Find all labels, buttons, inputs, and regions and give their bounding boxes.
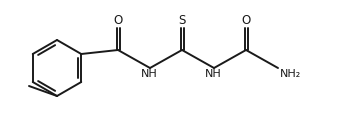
- Text: O: O: [241, 14, 251, 27]
- Text: S: S: [178, 14, 186, 27]
- Text: NH: NH: [205, 69, 221, 79]
- Text: NH₂: NH₂: [280, 69, 301, 79]
- Text: NH: NH: [141, 69, 157, 79]
- Text: O: O: [113, 14, 123, 27]
